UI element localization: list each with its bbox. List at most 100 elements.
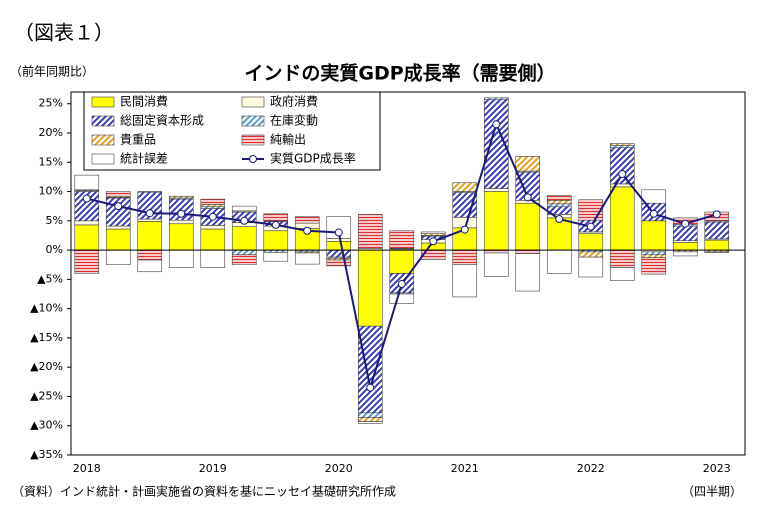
x-tick-label: 2022 bbox=[577, 462, 605, 475]
legend-swatch bbox=[91, 96, 115, 108]
legend-marker bbox=[249, 155, 257, 163]
bar-segment bbox=[263, 213, 289, 222]
legend-swatch bbox=[91, 153, 115, 165]
source: （資料）インド統計・計画実施省の資料を基にニッセイ基礎研究所作成 bbox=[12, 484, 396, 499]
bar-segment bbox=[578, 256, 604, 278]
bar-segment bbox=[672, 251, 698, 257]
bar-segment bbox=[483, 188, 509, 192]
legend-label: 純輸出 bbox=[270, 132, 306, 147]
bar-segment bbox=[357, 325, 383, 414]
bar-segment bbox=[326, 240, 352, 251]
legend-swatch bbox=[241, 115, 265, 127]
x-tick-label: 2019 bbox=[199, 462, 227, 475]
bar-segment bbox=[168, 249, 194, 268]
bar-segment bbox=[641, 220, 667, 251]
bar-segment bbox=[74, 249, 100, 274]
bar-segment bbox=[672, 225, 698, 242]
x-tick-label: 2020 bbox=[325, 462, 353, 475]
bar-segment bbox=[452, 192, 478, 218]
bar-segment bbox=[200, 198, 226, 205]
bar-segment bbox=[546, 195, 572, 201]
bar-segment bbox=[137, 218, 163, 222]
gdp-marker bbox=[82, 194, 91, 203]
gdp-marker bbox=[712, 210, 721, 219]
bar-segment bbox=[74, 174, 100, 191]
y-tick-label: 5% bbox=[46, 214, 63, 227]
bar-segment bbox=[641, 254, 667, 258]
bar-segment bbox=[704, 239, 730, 251]
x-axis-label: （四半期） bbox=[682, 485, 742, 499]
y-tick-label: ▲25% bbox=[30, 389, 63, 402]
bar-segment bbox=[578, 199, 604, 221]
bar-segment bbox=[200, 225, 226, 230]
bar-segment bbox=[641, 251, 667, 256]
bar-segment bbox=[546, 249, 572, 274]
bar-segment bbox=[546, 200, 572, 205]
gdp-marker bbox=[492, 120, 501, 129]
bar-segment bbox=[578, 233, 604, 251]
y-axis-label: （前年同期比） bbox=[10, 64, 94, 79]
bar-segment bbox=[578, 251, 604, 258]
gdp-marker bbox=[334, 228, 343, 237]
gdp-marker bbox=[145, 209, 154, 218]
y-tick-label: 20% bbox=[39, 126, 63, 139]
bar-segment bbox=[263, 252, 289, 262]
bar-segment bbox=[137, 259, 163, 273]
bar-segment bbox=[357, 249, 383, 327]
bar-segment bbox=[168, 219, 194, 225]
gdp-marker bbox=[586, 222, 595, 231]
gdp-marker bbox=[114, 202, 123, 211]
bar-segment bbox=[452, 264, 478, 298]
gdp-marker bbox=[429, 237, 438, 246]
y-tick-label: ▲15% bbox=[30, 331, 63, 344]
legend-label: 民間消費 bbox=[120, 94, 168, 109]
bar-segment bbox=[357, 412, 383, 418]
bar-segment bbox=[483, 191, 509, 251]
bar-segment bbox=[609, 144, 635, 148]
bar-segment bbox=[326, 249, 352, 258]
legend-swatch bbox=[91, 134, 115, 146]
gdp-marker bbox=[271, 220, 280, 229]
legend-label: 在庫変動 bbox=[270, 113, 318, 128]
bar-segment bbox=[641, 257, 667, 275]
bar-segment bbox=[609, 267, 635, 281]
gdp-marker bbox=[555, 215, 564, 224]
gdp-marker bbox=[523, 193, 532, 202]
bar-segment bbox=[231, 226, 257, 251]
bar-segment bbox=[105, 225, 131, 230]
gdp-marker bbox=[208, 212, 217, 221]
bar-segment bbox=[420, 231, 446, 234]
gdp-marker bbox=[460, 225, 469, 234]
y-tick-label: ▲35% bbox=[30, 448, 63, 461]
bar-segment bbox=[326, 238, 352, 242]
gdp-marker bbox=[240, 216, 249, 225]
bar-segment bbox=[546, 203, 572, 208]
bar-segment bbox=[137, 191, 163, 193]
gdp-marker bbox=[681, 219, 690, 228]
bar-segment bbox=[74, 224, 100, 251]
legend-label: 総固定資本形成 bbox=[120, 113, 204, 128]
bar-segment bbox=[357, 417, 383, 422]
bar-segment bbox=[609, 249, 635, 268]
bar-segment bbox=[389, 293, 415, 304]
legend-label: 政府消費 bbox=[270, 94, 318, 109]
bar-segment bbox=[609, 147, 635, 185]
bar-segment bbox=[357, 214, 383, 249]
bar-segment bbox=[452, 249, 478, 266]
legend-swatch bbox=[91, 115, 115, 127]
legend-swatch bbox=[241, 96, 265, 108]
bar-segment bbox=[105, 191, 131, 197]
y-tick-label: ▲30% bbox=[30, 419, 63, 432]
bar-segment bbox=[641, 189, 667, 204]
y-tick-label: 0% bbox=[46, 243, 63, 256]
bar-segment bbox=[137, 221, 163, 251]
bar-segment bbox=[515, 249, 541, 254]
bar-segment bbox=[452, 182, 478, 192]
bar-segment bbox=[704, 221, 730, 240]
bar-segment bbox=[609, 186, 635, 251]
gdp-marker bbox=[177, 209, 186, 218]
gdp-marker bbox=[366, 383, 375, 392]
bar-segment bbox=[704, 251, 730, 253]
